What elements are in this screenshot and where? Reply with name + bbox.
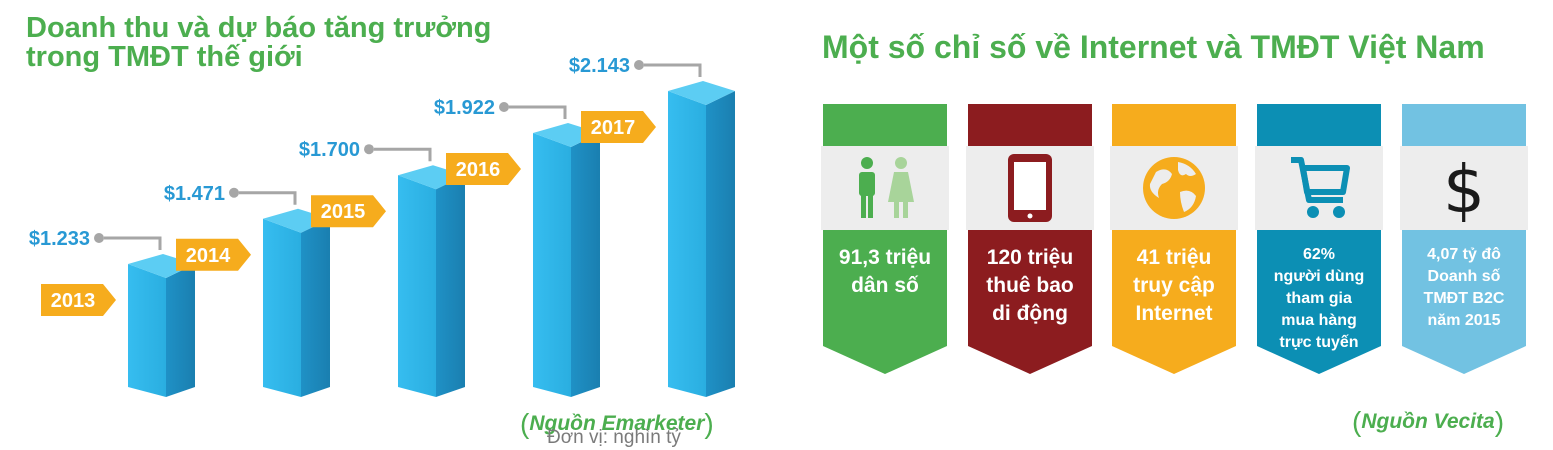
dollar-icon: $ [1402, 150, 1526, 228]
year-label-2013: 2013 [51, 290, 96, 312]
indicators-title: Một số chỉ số về Internet và TMĐT Việt N… [822, 29, 1485, 65]
indicator-text-5: 4,07 tỷ đô Doanh số TMĐT B2C năm 2015 [1402, 244, 1526, 332]
leader-dot-2013 [94, 233, 104, 243]
bar-front-2016 [533, 133, 571, 397]
chart-title-line-1: Doanh thu và dự báo tăng trưởng [26, 12, 492, 44]
indicator-card-4: 62% người dùng tham gia mua hàng trực tuyến [1255, 104, 1383, 374]
value-label-group-2017: $2.143 [569, 55, 702, 77]
leader-line-2014 [239, 191, 297, 205]
bar-side-2015 [436, 175, 465, 397]
indicator-card-3: 41 triệu truy cập Internet [1110, 104, 1238, 374]
leader-dot-2015 [364, 144, 374, 155]
value-label-group-2013: $1.233 [29, 228, 162, 250]
year-label-2017: 2017 [591, 117, 636, 139]
source-emarketer: (Nguồn Emarketer) [520, 408, 714, 439]
value-label-group-2016: $1.922 [434, 97, 567, 120]
bar-2014 [263, 208, 330, 397]
value-label-group-2014: $1.471 [164, 183, 297, 205]
value-label-2017: $2.143 [569, 55, 630, 77]
year-label-2016: 2016 [456, 159, 501, 181]
indicator-line: thuê bao [986, 274, 1074, 297]
bar-side-2013 [166, 264, 195, 397]
bar-side-2016 [571, 133, 600, 397]
bar-side-2014 [301, 218, 330, 397]
leader-line-2016 [509, 105, 567, 120]
source-vecita: (Nguồn Vecita) [1352, 406, 1505, 437]
unit-note: Đơn vị: nghìn tỷ [547, 427, 681, 448]
indicator-line: 4,07 tỷ đô [1427, 246, 1501, 263]
leader-dot-2017 [634, 60, 644, 70]
indicator-line: 41 triệu [1136, 246, 1212, 269]
indicator-line: 120 triệu [986, 246, 1074, 269]
source-vecita-text: Nguồn Vecita [1361, 410, 1495, 433]
indicator-card-1: 91,3 triệu dân số [821, 104, 949, 374]
globe-icon [1112, 150, 1236, 226]
value-label-2016: $1.922 [434, 97, 495, 119]
leader-line-2013 [104, 236, 162, 250]
bar-front-2014 [263, 218, 301, 397]
svg-text:$: $ [1443, 151, 1485, 226]
year-tag-2014: 2014 [176, 238, 251, 271]
indicator-line: TMĐT B2C [1423, 290, 1505, 307]
chart-title-line-2: trong TMĐT thế giới [26, 41, 303, 73]
indicator-text-1: 91,3 triệu dân số [823, 244, 947, 300]
bar-2015 [398, 165, 465, 397]
year-label-2015: 2015 [321, 201, 366, 223]
indicator-line: trực tuyến [1279, 334, 1359, 351]
value-label-group-2015: $1.700 [299, 139, 432, 162]
bar-front-2015 [398, 175, 436, 397]
revenue-bar-chart: 2013 $1.233 2014 $1.471 2015 $1.700 2016 $1.922… [29, 55, 735, 397]
bar-front-2013 [128, 264, 166, 397]
cart-icon [1257, 150, 1381, 226]
indicator-line: 62% [1302, 246, 1336, 263]
year-tag-2016: 2016 [446, 153, 521, 186]
value-label-2014: $1.471 [164, 183, 225, 205]
indicator-line: mua hàng [1281, 312, 1357, 329]
indicator-text-3: 41 triệu truy cập Internet [1112, 244, 1236, 328]
bar-2016 [533, 123, 600, 397]
indicator-line: tham gia [1286, 290, 1352, 307]
indicator-card-5: $4,07 tỷ đô Doanh số TMĐT B2C năm 2015 [1400, 104, 1528, 374]
bar-2017 [668, 81, 735, 397]
tablet-icon [968, 150, 1092, 226]
bar-top-2017 [668, 81, 735, 105]
value-label-2013: $1.233 [29, 228, 90, 250]
value-label-2015: $1.700 [299, 139, 360, 161]
source-emarketer-text: Nguồn Emarketer [529, 412, 705, 435]
indicator-line: Internet [1135, 302, 1213, 325]
indicator-line: Doanh số [1427, 268, 1501, 285]
bar-front-2017 [668, 91, 706, 397]
indicator-line: năm 2015 [1427, 312, 1501, 329]
indicator-text-4: 62% người dùng tham gia mua hàng trực tuyến [1257, 244, 1381, 354]
indicator-line: dân số [851, 274, 919, 297]
bar-side-2017 [706, 91, 735, 397]
indicator-card-2: 120 triệu thuê bao di động [966, 104, 1094, 374]
leader-line-2017 [644, 63, 702, 77]
year-label-2014: 2014 [186, 245, 231, 267]
indicator-line: người dùng [1273, 268, 1365, 285]
leader-line-2015 [374, 147, 432, 162]
year-tag-2015: 2015 [311, 195, 386, 228]
indicator-text-2: 120 triệu thuê bao di động [968, 244, 1092, 328]
year-tag-2017: 2017 [581, 111, 656, 143]
leader-dot-2014 [229, 187, 239, 198]
indicator-line: di động [992, 302, 1068, 325]
bar-2013 [128, 254, 195, 397]
indicator-line: truy cập [1133, 274, 1215, 297]
year-tag-2013: 2013 [41, 284, 116, 316]
people-icon [823, 150, 947, 226]
chart-title: Doanh thu và dự báo tăng trưởng trong TM… [26, 14, 491, 72]
indicator-line: 91,3 triệu [838, 246, 932, 269]
leader-dot-2016 [499, 102, 509, 113]
